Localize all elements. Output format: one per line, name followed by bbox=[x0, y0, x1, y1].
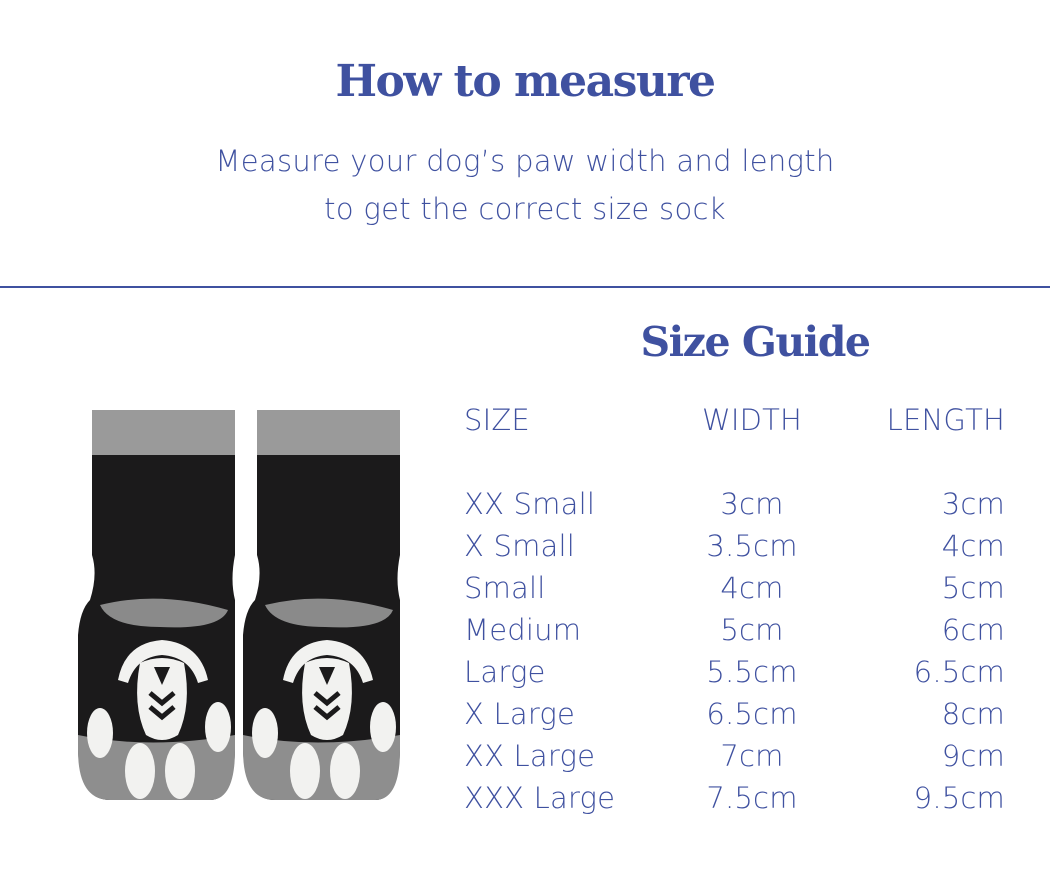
cell-width: 7.5cm bbox=[706, 781, 798, 815]
cell-length: 6.5cm bbox=[913, 655, 1005, 689]
cell-size: Small bbox=[464, 571, 546, 605]
cell-size: XX Large bbox=[464, 739, 596, 773]
cell-size: XX Small bbox=[464, 487, 596, 521]
col-header-length: LENGTH bbox=[886, 403, 1005, 437]
table-row: XX Small 3cm 3cm bbox=[464, 487, 1005, 527]
cell-size: X Large bbox=[464, 697, 576, 731]
cell-size: Large bbox=[464, 655, 546, 689]
table-row: Medium 5cm 6cm bbox=[464, 613, 1005, 653]
subtitle-line-1: Measure your dog’s paw width and length bbox=[215, 144, 835, 178]
cell-length: 4cm bbox=[941, 529, 1005, 563]
table-row: X Small 3.5cm 4cm bbox=[464, 529, 1005, 569]
cell-size: XXX Large bbox=[464, 781, 616, 815]
table-header: SIZE WIDTH LENGTH bbox=[464, 403, 1005, 443]
page-title: How to measure bbox=[335, 56, 716, 107]
cell-width: 3cm bbox=[720, 487, 784, 521]
cell-width: 5.5cm bbox=[706, 655, 798, 689]
right-sock bbox=[243, 410, 400, 800]
cell-length: 9.5cm bbox=[913, 781, 1005, 815]
cell-length: 5cm bbox=[941, 571, 1005, 605]
size-guide-title: Size Guide bbox=[640, 318, 871, 366]
left-sock bbox=[78, 410, 235, 800]
cell-width: 5cm bbox=[720, 613, 784, 647]
divider bbox=[0, 286, 1050, 288]
col-header-size: SIZE bbox=[464, 403, 530, 437]
subtitle-line-2: to get the correct size sock bbox=[324, 192, 726, 226]
table-row: Large 5.5cm 6.5cm bbox=[464, 655, 1005, 695]
cell-length: 6cm bbox=[941, 613, 1005, 647]
cell-length: 3cm bbox=[941, 487, 1005, 521]
cell-size: X Small bbox=[464, 529, 576, 563]
table-row: X Large 6.5cm 8cm bbox=[464, 697, 1005, 737]
cell-width: 4cm bbox=[720, 571, 784, 605]
table-row: Small 4cm 5cm bbox=[464, 571, 1005, 611]
col-header-width: WIDTH bbox=[701, 403, 803, 437]
table-row: XXX Large 7.5cm 9.5cm bbox=[464, 781, 1005, 821]
table-row: XX Large 7cm 9cm bbox=[464, 739, 1005, 779]
cell-width: 6.5cm bbox=[706, 697, 798, 731]
cell-size: Medium bbox=[464, 613, 582, 647]
cell-width: 7cm bbox=[720, 739, 784, 773]
cell-length: 9cm bbox=[941, 739, 1005, 773]
cell-width: 3.5cm bbox=[706, 529, 798, 563]
cell-length: 8cm bbox=[941, 697, 1005, 731]
dog-socks-image bbox=[70, 405, 410, 810]
